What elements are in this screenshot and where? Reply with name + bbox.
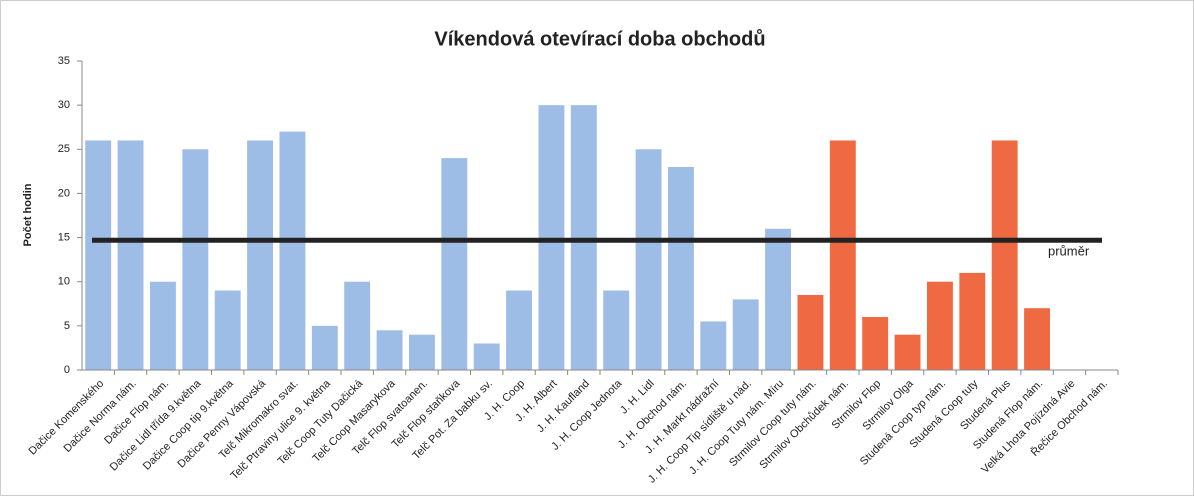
bar (959, 272, 986, 370)
y-tick-label: 25 (58, 143, 70, 155)
bar (247, 140, 274, 370)
bar (667, 166, 694, 370)
bar (182, 149, 209, 370)
bar (894, 334, 921, 370)
bar (765, 228, 792, 370)
y-tick-label: 20 (58, 187, 70, 199)
bar (635, 149, 662, 370)
bar (700, 321, 727, 370)
bar (862, 317, 889, 370)
bar (311, 325, 338, 370)
bar (829, 140, 856, 370)
bar (732, 299, 759, 370)
average-label: průměr (1048, 244, 1090, 259)
bar (441, 158, 468, 370)
bar (473, 343, 500, 370)
bar (117, 140, 144, 370)
bar (85, 140, 112, 370)
bar (926, 281, 953, 370)
bar (279, 131, 306, 370)
y-axis-label: Počet hodin (22, 183, 34, 246)
bar (1024, 308, 1051, 370)
bar (376, 330, 403, 370)
y-tick-label: 0 (64, 364, 70, 376)
bar (214, 290, 241, 370)
bar (408, 334, 435, 370)
bar (344, 281, 371, 370)
bar (570, 105, 597, 371)
y-tick-label: 10 (58, 276, 70, 288)
y-tick-label: 35 (58, 55, 70, 67)
bar (991, 140, 1018, 370)
bar (538, 105, 565, 371)
bar (506, 290, 533, 370)
y-tick-label: 5 (64, 320, 70, 332)
chart-title: Víkendová otevírací doba obchodů (434, 28, 765, 50)
bar (149, 281, 176, 370)
y-tick-label: 30 (58, 99, 70, 111)
bar (603, 290, 630, 370)
y-tick-label: 15 (58, 231, 70, 243)
bar (797, 294, 824, 370)
